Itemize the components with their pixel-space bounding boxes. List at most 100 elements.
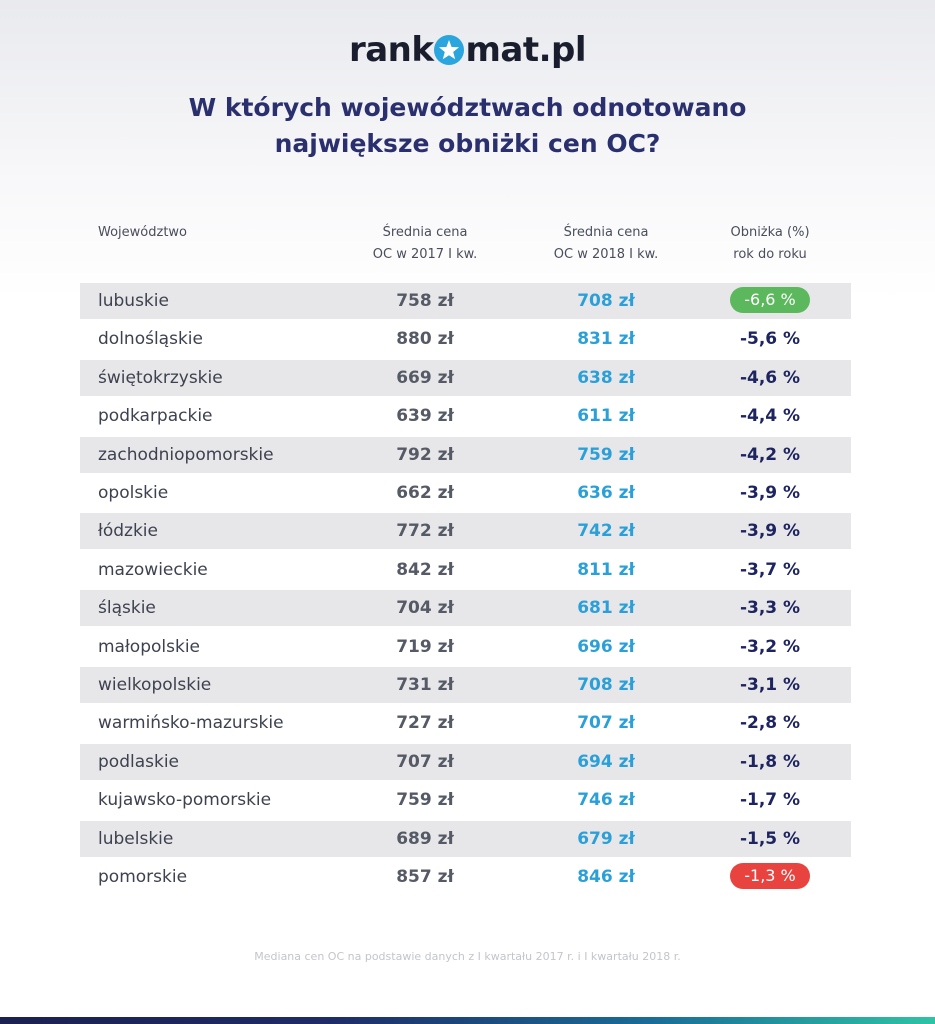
region-name: łódzkie xyxy=(98,521,158,542)
price-2017: 842 zł xyxy=(396,559,454,580)
drop-cell: -5,6 % xyxy=(739,329,801,350)
price-2018: 831 zł xyxy=(577,329,635,350)
price-2018: 707 zł xyxy=(577,713,635,734)
table-row: wielkopolskie 731 zł 708 zł -3,1 % xyxy=(80,667,851,703)
drop-cell: -3,1 % xyxy=(739,675,801,695)
table-row: mazowieckie 842 zł 811 zł -3,7 % xyxy=(80,552,851,588)
table-row: zachodniopomorskie 792 zł 759 zł -4,2 % xyxy=(80,436,851,473)
table-row: opolskie 662 zł 636 zł -3,9 % xyxy=(80,475,851,511)
price-2018: 611 zł xyxy=(577,406,635,427)
drop-badge: -1,3 % xyxy=(730,862,810,889)
region-name: kujawsko-pomorskie xyxy=(98,790,272,811)
drop-cell: -3,3 % xyxy=(739,598,801,619)
price-2017: 689 zł xyxy=(396,828,454,849)
price-2017: 758 zł xyxy=(396,291,454,311)
price-2017: 704 zł xyxy=(396,598,454,619)
region-name: podlaskie xyxy=(98,751,180,772)
drop-cell: -3,9 % xyxy=(739,521,801,542)
table-row: podkarpackie 639 zł 611 zł -4,4 % xyxy=(80,398,851,434)
table-row: lubelskie 689 zł 679 zł -1,5 % xyxy=(80,820,851,857)
table-row: warmińsko-mazurskie 727 zł 707 zł -2,8 % xyxy=(80,705,851,741)
drop-cell: -3,7 % xyxy=(739,559,801,580)
title-line-1: W których województwach odnotowano xyxy=(188,93,747,122)
drop-cell: -6,6 % xyxy=(680,283,860,319)
drop-cell: -3,2 % xyxy=(739,636,801,657)
table-row: dolnośląskie 880 zł 831 zł -5,6 % xyxy=(80,321,851,357)
price-2018: 742 zł xyxy=(577,521,635,542)
region-name: pomorskie xyxy=(98,867,188,887)
price-2017: 707 zł xyxy=(396,751,454,772)
header-drop-line2: rok do roku xyxy=(733,247,807,262)
price-2017: 639 zł xyxy=(396,406,454,427)
region-name: zachodniopomorskie xyxy=(98,444,274,465)
table-row: kujawsko-pomorskie 759 zł 746 zł -1,7 % xyxy=(80,782,851,818)
drop-cell: -4,6 % xyxy=(739,367,801,388)
price-2017: 880 zł xyxy=(396,329,454,350)
table-row: podlaskie 707 zł 694 zł -1,8 % xyxy=(80,743,851,780)
brand-suffix: mat.pl xyxy=(465,30,587,70)
brand-logo: rank mat.pl xyxy=(0,30,935,70)
region-name: opolskie xyxy=(98,483,169,503)
region-name: śląskie xyxy=(98,598,156,619)
region-name: mazowieckie xyxy=(98,559,208,580)
drop-cell: -1,3 % xyxy=(680,859,860,895)
region-name: dolnośląskie xyxy=(98,329,203,350)
table-row: śląskie 704 zł 681 zł -3,3 % xyxy=(80,590,851,627)
region-name: świętokrzyskie xyxy=(98,367,223,388)
price-2018: 638 zł xyxy=(577,367,635,388)
drop-cell: -1,7 % xyxy=(739,790,801,811)
price-2018: 694 zł xyxy=(577,751,635,772)
title-line-2: największe obniżki cen OC? xyxy=(274,129,661,158)
header-price-2017-line1: Średnia cena xyxy=(382,225,468,240)
header-price-2017-line2: OC w 2017 I kw. xyxy=(372,247,478,262)
table-row: małopolskie 719 zł 696 zł -3,2 % xyxy=(80,629,851,665)
drop-cell: -2,8 % xyxy=(739,713,801,734)
drop-cell: -1,5 % xyxy=(739,828,801,849)
table-row: pomorskie 857 zł 846 zł -1,3 % xyxy=(80,859,851,895)
region-name: małopolskie xyxy=(98,636,201,657)
price-2018: 679 zł xyxy=(577,828,635,849)
drop-cell: -3,9 % xyxy=(739,483,801,503)
price-2017: 772 zł xyxy=(396,521,454,542)
brand-prefix: rank xyxy=(348,30,434,70)
region-name: lubelskie xyxy=(98,828,174,849)
header-price-2018: Średnia cena OC w 2018 I kw. xyxy=(516,222,696,266)
header-price-2018-line2: OC w 2018 I kw. xyxy=(553,247,659,262)
table-row: lubuskie 758 zł 708 zł -6,6 % xyxy=(80,283,851,319)
price-2018: 846 zł xyxy=(577,867,635,887)
bottom-bar xyxy=(0,1017,935,1024)
region-name: wielkopolskie xyxy=(98,675,212,695)
price-2018: 746 zł xyxy=(577,790,635,811)
price-2018: 696 zł xyxy=(577,636,635,657)
price-2017: 719 zł xyxy=(396,636,454,657)
price-2018: 708 zł xyxy=(577,675,635,695)
price-2018: 636 zł xyxy=(577,483,635,503)
price-2017: 731 zł xyxy=(396,675,454,695)
price-2017: 857 zł xyxy=(396,867,454,887)
price-2018: 811 zł xyxy=(577,559,635,580)
star-icon xyxy=(434,35,465,65)
header-price-2017: Średnia cena OC w 2017 I kw. xyxy=(335,222,515,266)
drop-cell: -4,2 % xyxy=(739,444,801,465)
footnote: Mediana cen OC na podstawie danych z I k… xyxy=(254,950,681,963)
price-2018: 759 zł xyxy=(577,444,635,465)
table-row: świętokrzyskie 669 zł 638 zł -4,6 % xyxy=(80,359,851,396)
header-drop-line1: Obniżka (%) xyxy=(730,225,810,240)
header-drop: Obniżka (%) rok do roku xyxy=(680,222,860,266)
region-name: warmińsko-mazurskie xyxy=(98,713,284,734)
price-2017: 669 zł xyxy=(396,367,454,388)
price-2018: 681 zł xyxy=(577,598,635,619)
region-name: podkarpackie xyxy=(98,406,213,427)
header-price-2018-line1: Średnia cena xyxy=(563,225,649,240)
drop-cell: -4,4 % xyxy=(739,406,801,427)
region-name: lubuskie xyxy=(98,291,169,311)
price-2017: 662 zł xyxy=(396,483,454,503)
drop-cell: -1,8 % xyxy=(739,751,801,772)
header-region: Województwo xyxy=(98,225,188,240)
table-row: łódzkie 772 zł 742 zł -3,9 % xyxy=(80,513,851,550)
price-2018: 708 zł xyxy=(577,291,635,311)
page-title: W których województwach odnotowano najwi… xyxy=(0,90,935,162)
price-2017: 727 zł xyxy=(396,713,454,734)
drop-badge: -6,6 % xyxy=(730,286,810,313)
price-2017: 792 zł xyxy=(396,444,454,465)
